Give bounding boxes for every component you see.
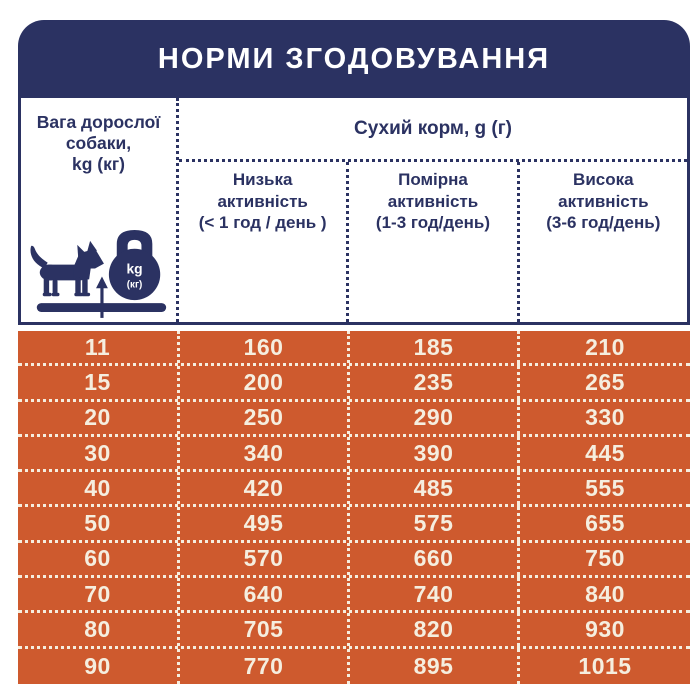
food-amount-cell: 485 [350,472,520,505]
dog-and-kettlebell-illustration: kg (кг) [29,230,166,318]
weight-label-line: Вага дорослої [36,112,161,132]
food-amount-cell: 290 [350,401,520,434]
weight-cell: 90 [18,648,180,684]
dog-icon [29,240,104,297]
page-title: НОРМИ ЗГОДОВУВАННЯ [157,42,551,75]
table-row: 70 640 740 840 [18,578,690,614]
food-amount-cell: 575 [350,507,520,540]
kettlebell-icon: kg (кг) [108,230,160,301]
weight-column-header: Вага дорослої собаки, kg (кг) [21,98,179,322]
column-header-low-activity: Низька активність (< 1 год / день ) [198,170,327,232]
table-row: 90 770 895 1015 [18,648,690,684]
activity-columns: Низька активність (< 1 год / день ) Помі… [179,162,687,322]
weight-cell: 40 [18,472,180,505]
weight-label-line: собаки, [65,133,132,153]
food-amount-cell: 820 [350,613,520,646]
food-amount-cell: 390 [350,436,520,470]
food-amount-cell: 160 [180,331,350,364]
kettlebell-sublabel: (кг) [126,279,142,290]
food-amount-cell: 1015 [578,652,632,679]
food-amount-cell: 340 [180,436,350,470]
food-amount-cell: 840 [585,580,625,607]
column-header-high-activity: Висока активність (3-6 год/день) [516,162,687,322]
weight-cell: 30 [18,436,180,470]
weight-cell: 11 [18,331,180,364]
title-banner: НОРМИ ЗГОДОВУВАННЯ [18,20,690,98]
kettlebell-label: kg [126,260,142,276]
weight-column-label: Вага дорослої собаки, kg (кг) [37,98,160,175]
feeding-table: 11 160 185 210 15 200 235 265 20 250 290… [18,331,690,684]
weight-cell: 50 [18,507,180,540]
weight-cell: 70 [18,578,180,611]
up-arrow-icon [95,276,108,318]
food-amount-cell: 640 [180,578,350,611]
food-amount-cell: 200 [180,366,350,399]
food-amount-cell: 655 [585,510,625,537]
food-amount-cell: 770 [180,648,350,684]
table-row: 80 705 820 930 [18,613,690,649]
table-header: Вага дорослої собаки, kg (кг) [18,98,690,325]
weight-cell: 15 [18,366,180,399]
table-row: 60 570 660 750 [18,542,690,579]
column-header-moderate-activity: Помірна активність (1-3 год/день) [346,162,516,322]
food-amount-cell: 705 [180,613,350,646]
food-amount-cell: 445 [585,439,625,466]
content-wrap: НОРМИ ЗГОДОВУВАННЯ Вага дорослої собаки,… [18,20,690,684]
food-amount-cell: 185 [350,331,520,364]
food-amount-cell: 750 [585,545,625,572]
table-row: 30 340 390 445 [18,436,690,473]
weight-cell: 60 [18,542,180,576]
food-amount-cell: 895 [350,648,520,684]
food-amount-cell: 495 [180,507,350,540]
food-amount-cell: 235 [350,366,520,399]
food-amount-cell: 555 [585,474,625,501]
dry-food-label: Сухий корм, g (г) [179,98,687,162]
food-amount-cell: 210 [585,333,625,360]
food-amount-cell: 660 [350,542,520,576]
weight-cell: 80 [18,613,180,646]
table-row: 11 160 185 210 [18,331,690,367]
table-row: 50 495 575 655 [18,507,690,543]
table-row: 15 200 235 265 [18,366,690,402]
food-amount-cell: 570 [180,542,350,576]
food-amount-cell: 250 [180,401,350,434]
food-amount-cell: 740 [350,578,520,611]
food-amount-cell: 330 [585,404,625,431]
dry-food-header: Сухий корм, g (г) Низька активність (< 1… [179,98,687,322]
table-row: 40 420 485 555 [18,472,690,508]
weight-label-line: kg (кг) [72,154,125,174]
table-row: 20 250 290 330 [18,401,690,437]
food-amount-cell: 265 [585,368,625,395]
weight-cell: 20 [18,401,180,434]
food-amount-cell: 930 [585,616,625,643]
food-amount-cell: 420 [180,472,350,505]
